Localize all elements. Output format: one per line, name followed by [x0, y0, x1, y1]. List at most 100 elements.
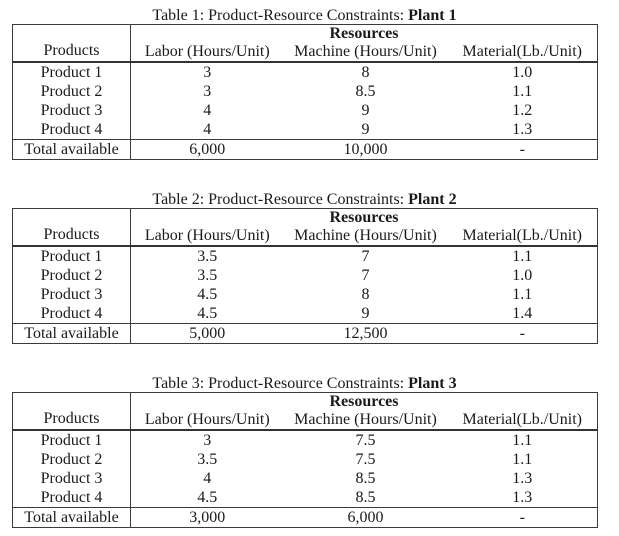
- total-label: Total available: [12, 323, 131, 344]
- product-name: Product 3: [12, 469, 131, 488]
- total-label: Total available: [12, 507, 131, 528]
- machine-value: 8: [361, 64, 370, 81]
- material-value: 1.0: [512, 267, 533, 284]
- material-value: 1.1: [512, 83, 533, 100]
- product-name: Product 3: [12, 101, 131, 120]
- col-header-machine: Machine (Hours/Unit): [283, 43, 448, 63]
- table-block-plant-1: Table 1: Product-Resource Constraints: P…: [0, 8, 619, 160]
- table-row: Product 2 3 8.5 1.1: [12, 82, 598, 101]
- col-header-machine: Machine (Hours/Unit): [283, 411, 448, 431]
- labor-value: 4.5: [197, 305, 218, 322]
- total-material: -: [447, 323, 598, 344]
- caption-plant: Plant 1: [408, 7, 457, 24]
- total-material: -: [447, 139, 598, 160]
- col-header-material: Material(Lb./Unit): [447, 227, 598, 247]
- total-row: Total available 3,000 6,000 -: [12, 507, 598, 528]
- table-row: Product 3 4 8.5 1.3: [12, 469, 598, 488]
- table-row: Product 2 3.5 7.5 1.1: [12, 450, 598, 469]
- col-header-labor: Labor (Hours/Unit): [130, 43, 284, 63]
- table-row: Product 2 3.5 7 1.0: [12, 266, 598, 285]
- labor-value: 4: [203, 470, 212, 487]
- machine-value: 8: [361, 286, 370, 303]
- caption-text: Table 1: Product-Resource Constraints:: [152, 7, 405, 24]
- product-name: Product 1: [12, 62, 131, 82]
- labor-value: 4.5: [197, 286, 218, 303]
- product-name: Product 2: [12, 266, 131, 285]
- machine-value: 7: [361, 267, 370, 284]
- col-header-labor: Labor (Hours/Unit): [130, 227, 284, 247]
- product-name: Product 2: [12, 82, 131, 101]
- total-machine: 6,000: [283, 507, 448, 528]
- resources-header: Resources: [329, 393, 399, 410]
- column-header-row: Labor (Hours/Unit) Machine (Hours/Unit) …: [13, 411, 598, 431]
- machine-value: 8.5: [355, 489, 376, 506]
- material-value: 1.1: [512, 451, 533, 468]
- total-labor: 5,000: [130, 323, 284, 344]
- table-block-plant-3: Table 3: Product-Resource Constraints: P…: [0, 376, 619, 528]
- material-value: 1.1: [512, 432, 533, 449]
- total-labor: 3,000: [130, 507, 284, 528]
- machine-value: 7.5: [355, 451, 376, 468]
- caption-text: Table 2: Product-Resource Constraints:: [152, 191, 405, 208]
- column-header-row: Labor (Hours/Unit) Machine (Hours/Unit) …: [13, 227, 598, 247]
- product-name: Product 2: [12, 450, 131, 469]
- table-row: Product 1 3 7.5 1.1: [12, 430, 598, 450]
- product-name: Product 4: [12, 304, 131, 324]
- total-row: Total available 5,000 12,500 -: [12, 323, 598, 344]
- total-row: Total available 6,000 10,000 -: [12, 139, 598, 160]
- machine-value: 8.5: [355, 470, 376, 487]
- table-row: Product 4 4.5 8.5 1.3: [12, 488, 598, 508]
- table-caption: Table 3: Product-Resource Constraints: P…: [12, 375, 597, 392]
- product-name: Product 4: [12, 488, 131, 508]
- col-header-material: Material(Lb./Unit): [447, 43, 598, 63]
- table-row: Product 3 4.5 8 1.1: [12, 285, 598, 304]
- machine-value: 9: [361, 305, 370, 322]
- labor-value: 3: [203, 432, 212, 449]
- resources-header-row: Products Resources: [12, 24, 598, 63]
- total-machine: 12,500: [283, 323, 448, 344]
- table-row: Product 4 4 9 1.3: [12, 120, 598, 140]
- product-name: Product 1: [12, 246, 131, 266]
- material-value: 1.0: [512, 64, 533, 81]
- material-value: 1.4: [512, 305, 533, 322]
- material-value: 1.3: [512, 470, 533, 487]
- col-header-labor: Labor (Hours/Unit): [130, 411, 284, 431]
- labor-value: 3: [203, 83, 212, 100]
- table-block-plant-2: Table 2: Product-Resource Constraints: P…: [0, 192, 619, 344]
- constraints-table-plant-1: Products Resources Labor (Hours/Unit) Ma…: [12, 24, 598, 160]
- machine-value: 9: [361, 121, 370, 138]
- machine-value: 7.5: [355, 432, 376, 449]
- constraints-table-plant-2: Products Resources Labor (Hours/Unit) Ma…: [12, 208, 598, 344]
- machine-value: 7: [361, 248, 370, 265]
- machine-value: 8.5: [355, 83, 376, 100]
- machine-value: 9: [361, 102, 370, 119]
- table-row: Product 4 4.5 9 1.4: [12, 304, 598, 324]
- labor-value: 4.5: [197, 489, 218, 506]
- table-caption: Table 2: Product-Resource Constraints: P…: [12, 191, 597, 208]
- product-name: Product 4: [12, 120, 131, 140]
- labor-value: 3.5: [197, 451, 218, 468]
- col-header-products: Products: [12, 24, 131, 63]
- material-value: 1.3: [512, 489, 533, 506]
- total-label: Total available: [12, 139, 131, 160]
- column-header-row: Labor (Hours/Unit) Machine (Hours/Unit) …: [13, 43, 598, 63]
- caption-text: Table 3: Product-Resource Constraints:: [152, 375, 405, 392]
- resources-header-row: Products Resources: [12, 392, 598, 431]
- resources-header: Resources: [329, 209, 399, 226]
- resources-header: Resources: [329, 25, 399, 42]
- table-row: Product 1 3 8 1.0: [12, 62, 598, 82]
- table-row: Product 1 3.5 7 1.1: [12, 246, 598, 266]
- product-name: Product 1: [12, 430, 131, 450]
- constraints-table-plant-3: Products Resources Labor (Hours/Unit) Ma…: [12, 392, 598, 528]
- labor-value: 4: [203, 102, 212, 119]
- labor-value: 4: [203, 121, 212, 138]
- material-value: 1.1: [512, 248, 533, 265]
- caption-plant: Plant 2: [408, 191, 457, 208]
- caption-plant: Plant 3: [408, 375, 457, 392]
- total-labor: 6,000: [130, 139, 284, 160]
- total-machine: 10,000: [283, 139, 448, 160]
- labor-value: 3.5: [197, 267, 218, 284]
- material-value: 1.2: [512, 102, 533, 119]
- labor-value: 3.5: [197, 248, 218, 265]
